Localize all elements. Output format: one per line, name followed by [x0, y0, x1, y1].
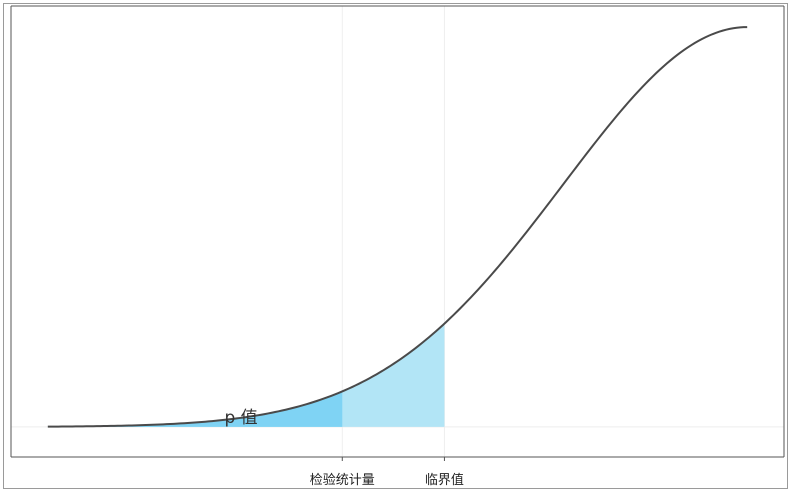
p-value-area	[47, 391, 343, 427]
axes	[10, 5, 785, 458]
critical-region-area	[47, 323, 445, 427]
density-curve	[47, 26, 748, 428]
p-value-annotation: p 值	[224, 408, 257, 428]
x-tick-label-test-statistic: 检验统计量	[310, 472, 375, 488]
x-tick-label-critical-value: 临界值	[425, 472, 464, 488]
